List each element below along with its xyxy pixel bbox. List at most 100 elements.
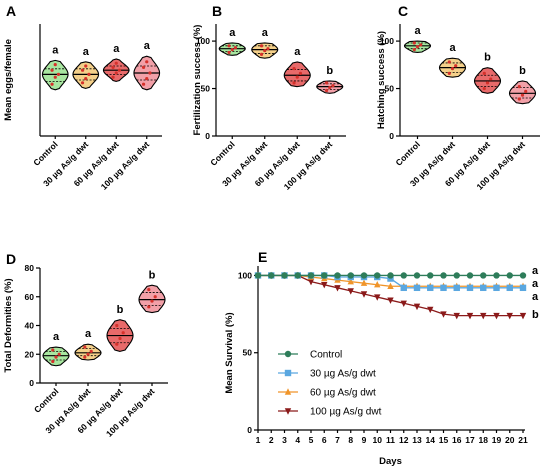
data-point — [292, 67, 296, 71]
data-point — [447, 60, 451, 64]
data-point — [419, 43, 423, 47]
x-tick-label: 5 — [309, 435, 314, 445]
data-point — [80, 68, 85, 72]
violin-body — [283, 61, 311, 88]
data-point — [263, 48, 267, 53]
significance-letter: b — [117, 304, 124, 316]
data-point — [482, 86, 486, 91]
data-point — [427, 284, 434, 292]
x-tick-label: 15 — [439, 435, 449, 445]
x-tick-label: 13 — [412, 435, 422, 445]
data-point — [334, 272, 341, 279]
data-point — [147, 305, 151, 309]
x-tick-label: 14 — [426, 435, 436, 445]
data-point — [482, 71, 486, 75]
panel-label: B — [212, 3, 222, 19]
data-point — [259, 52, 264, 56]
data-point — [400, 272, 407, 279]
y-tick-label: 0 — [389, 131, 394, 141]
data-point — [519, 312, 527, 320]
legend-label: 100 µg As/g dwt — [310, 407, 382, 418]
data-point — [400, 300, 407, 307]
legend-item-4: 100 µg As/g dwt — [278, 407, 382, 418]
data-point — [89, 349, 93, 353]
data-point — [374, 294, 381, 301]
data-point — [360, 272, 368, 279]
y-tick-label: 100 — [380, 36, 394, 46]
panel-label: E — [258, 249, 267, 265]
data-point — [51, 359, 55, 364]
legend-item-2: 30 µg As/g dwt — [278, 369, 376, 380]
data-point — [53, 75, 57, 79]
violin-4: b — [316, 65, 344, 94]
data-point — [454, 64, 458, 68]
data-point — [281, 272, 288, 279]
legend-label: Control — [310, 350, 342, 361]
x-tick-label: 7 — [335, 435, 340, 445]
data-point — [466, 272, 474, 279]
panel-label: C — [398, 3, 408, 19]
data-point — [480, 272, 487, 279]
significance-letter: a — [532, 278, 539, 290]
data-point — [506, 312, 513, 320]
data-point — [519, 272, 527, 279]
significance-letter: a — [229, 27, 236, 39]
y-tick-label: 100 — [238, 270, 252, 280]
data-point — [150, 299, 154, 303]
data-point — [115, 323, 119, 328]
data-point — [292, 81, 296, 85]
y-axis-title: Mean Survival (%) — [224, 312, 235, 393]
data-point — [413, 284, 421, 292]
data-point — [50, 82, 54, 86]
data-point — [347, 272, 354, 279]
data-point — [111, 75, 115, 79]
data-point — [114, 71, 118, 75]
data-point — [387, 272, 394, 279]
data-point — [447, 71, 451, 75]
violin-4: a — [133, 40, 161, 91]
data-point — [259, 44, 264, 48]
data-point — [331, 84, 335, 88]
data-point — [114, 61, 118, 65]
x-tick-label: 1 — [256, 435, 261, 445]
y-axis-title: Mean eggs/female — [3, 39, 14, 121]
y-tick-label: 0 — [29, 378, 34, 388]
x-tick-label: Control — [208, 139, 236, 167]
data-point — [374, 281, 381, 288]
x-tick-label: 11 — [386, 435, 395, 445]
panel-label: D — [6, 251, 16, 267]
data-point — [517, 85, 521, 89]
significance-letter: a — [85, 328, 92, 340]
data-point — [117, 68, 122, 72]
data-point — [413, 272, 421, 279]
x-tick-label: Control — [32, 386, 60, 414]
violin-1: a — [42, 331, 70, 367]
x-tick-label: Control — [393, 139, 421, 167]
y-tick-label: 60 — [25, 292, 35, 302]
data-point — [493, 272, 500, 279]
y-tick-label: 50 — [385, 84, 395, 94]
data-point — [453, 284, 460, 292]
data-point — [84, 77, 88, 81]
x-tick-label: 6 — [322, 435, 327, 445]
data-point — [493, 312, 500, 320]
data-point — [307, 278, 315, 286]
data-point — [56, 72, 61, 76]
x-tick-label: 2 — [269, 435, 274, 445]
violin-2: a — [74, 328, 102, 361]
data-point — [141, 82, 146, 86]
violin-3: b — [106, 304, 134, 352]
y-tick-label: 100 — [196, 36, 210, 46]
data-point — [387, 297, 394, 304]
violin-body — [74, 343, 102, 361]
data-point — [480, 284, 487, 292]
significance-letter: a — [449, 42, 456, 54]
legend-label: 60 µg As/g dwt — [310, 388, 376, 399]
y-tick-label: 0 — [205, 131, 210, 141]
data-point — [84, 64, 88, 68]
y-tick-label: 50 — [201, 84, 211, 94]
data-point — [83, 345, 87, 349]
data-point — [412, 41, 416, 45]
significance-letter: a — [414, 25, 421, 37]
